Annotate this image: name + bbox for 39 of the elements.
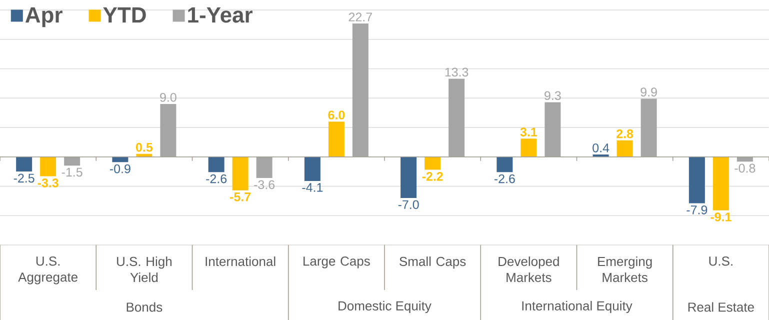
data-label: 9.3 — [544, 91, 561, 100]
legend-label: 1-Year — [188, 7, 252, 23]
text: Real Estate — [688, 302, 754, 312]
data-label: 0.4 — [592, 143, 610, 152]
data-label: -1.5 — [62, 168, 82, 177]
data-label: 9.9 — [640, 88, 657, 97]
x-tick-label: Emerging Markets — [598, 256, 652, 282]
x-tick-label: Developed Markets — [498, 256, 559, 282]
data-label: 6.0 — [328, 110, 345, 120]
data-label: -5.7 — [230, 192, 251, 202]
data-label: 13.3 — [445, 68, 468, 77]
data-label: -2.5 — [14, 174, 34, 183]
data-label: -9.1 — [710, 212, 732, 222]
data-label: -3.6 — [254, 180, 275, 190]
data-label: -2.6 — [494, 174, 515, 184]
data-label: -0.8 — [734, 164, 756, 173]
x-tick-label: Small Caps — [400, 256, 466, 269]
legend-label: Apr — [25, 7, 62, 28]
data-label: -3.3 — [38, 178, 58, 188]
data-label: 3.1 — [520, 128, 538, 136]
data-label: 0.5 — [136, 142, 153, 152]
data-label: -7.0 — [398, 200, 419, 210]
data-label: 22.7 — [348, 12, 372, 22]
text: Domestic Equity — [338, 300, 432, 314]
x-tick-label: Large Caps — [304, 256, 370, 268]
data-label: 2.8 — [616, 129, 634, 138]
data-label: 9.0 — [160, 92, 176, 102]
text: International Equity — [522, 300, 632, 314]
data-label: -2.2 — [422, 172, 443, 181]
x-tick-label: U.S. High Yield — [117, 256, 172, 282]
data-label: -7.9 — [686, 205, 708, 214]
x-tick-label: International — [206, 256, 276, 266]
data-label: -4.1 — [302, 183, 323, 192]
legend-label: YTD — [103, 7, 146, 23]
x-tick-label: U.S. Aggregate — [18, 256, 78, 284]
x-tick-label: U.S. — [709, 256, 732, 266]
data-label: -0.9 — [110, 164, 130, 174]
text: Bonds — [126, 302, 162, 312]
data-label: -2.6 — [206, 174, 227, 184]
